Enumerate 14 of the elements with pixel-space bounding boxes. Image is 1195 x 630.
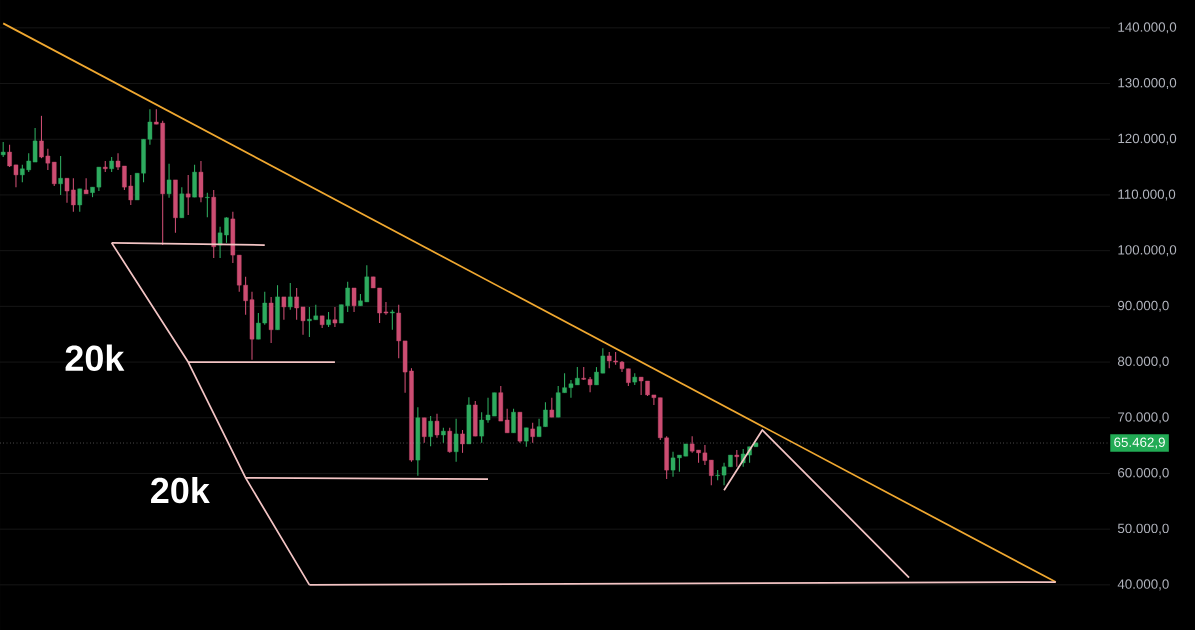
annotation: 20k [151,476,210,504]
y-tick-label: 60.000,0 [1118,467,1169,479]
y-tick-label: 100.000,0 [1118,245,1177,257]
ref-line-label: 65.462,9 [1114,437,1165,449]
y-tick-label: 80.000,0 [1117,356,1169,368]
y-tick-label: 110.000,0 [1118,189,1176,201]
y-tick-label: 140.000,0 [1118,22,1177,34]
y-tick-label: 50.000,0 [1117,523,1169,535]
y-tick-label: 40.000,0 [1117,579,1169,591]
y-tick-label: 120.000,0 [1118,133,1177,145]
y-tick-label: 90.000,0 [1118,300,1169,312]
y-tick-label: 130.000,0 [1118,78,1177,90]
y-tick-label: 70.000,0 [1118,412,1169,424]
annotation: 20k [65,344,125,372]
